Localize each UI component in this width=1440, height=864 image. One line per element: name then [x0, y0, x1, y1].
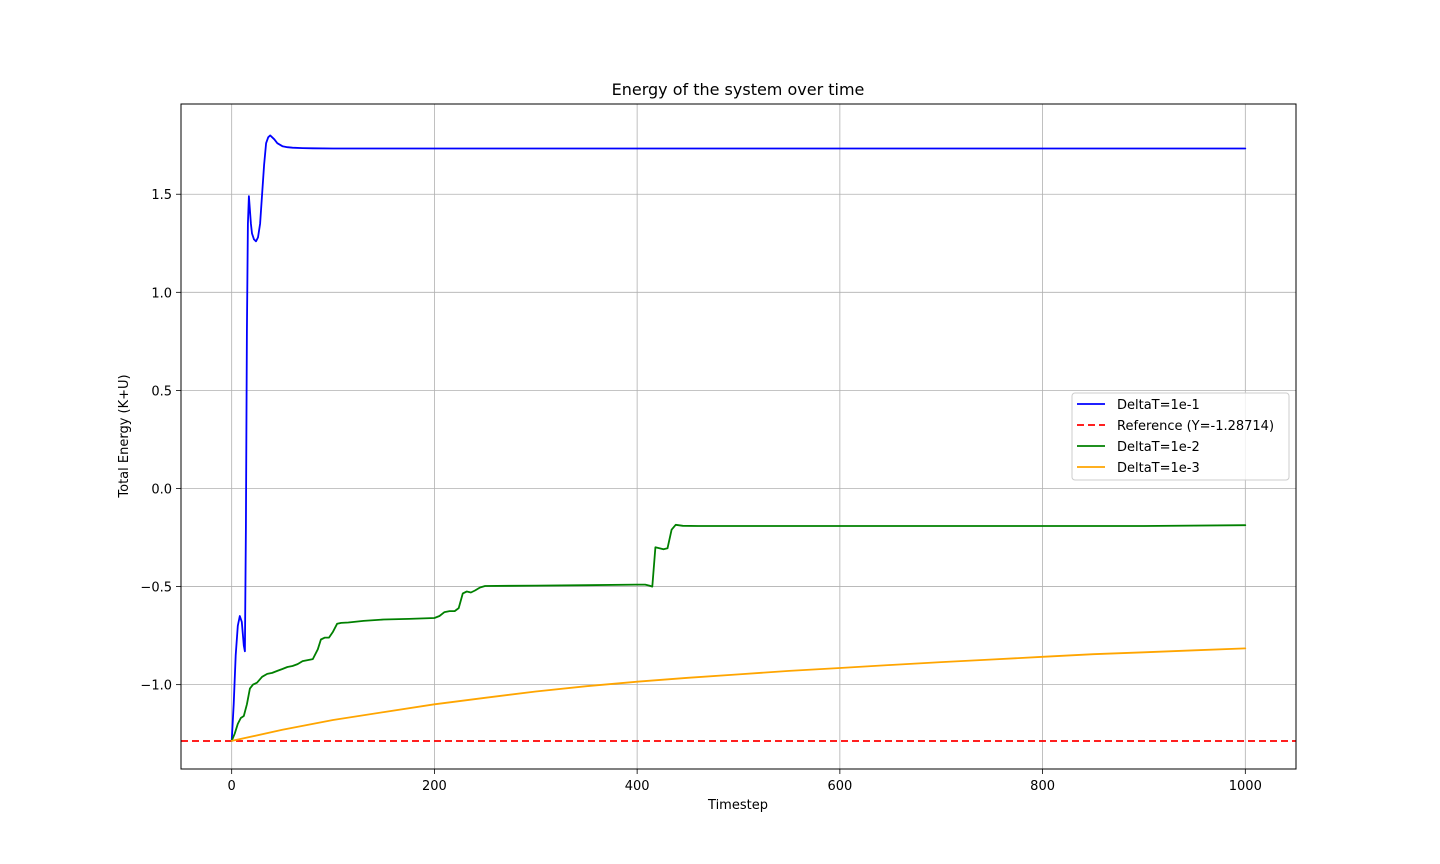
x-tick-label: 800 [1030, 779, 1055, 794]
plot-frame [180, 103, 1297, 770]
legend-box [1071, 392, 1290, 481]
y-tick-label: −1.0 [140, 679, 172, 694]
x-tick-label: 200 [422, 779, 447, 794]
legend-label-2: Reference (Y=-1.28714) [1117, 419, 1274, 434]
x-tick-label: 1000 [1229, 779, 1262, 794]
grid-lines [181, 104, 1296, 769]
series-line-1 [230, 134, 1247, 742]
series-line-3 [230, 523, 1247, 742]
legend: DeltaT=1e-1 Reference (Y=-1.28714) DeltaT=… [1071, 392, 1290, 481]
chart-title: Energy of the system over time [612, 80, 865, 99]
y-axis-label: Total Energy (K+U) [117, 374, 132, 498]
y-tick-label: 1.5 [151, 188, 172, 203]
x-tick-label: 400 [625, 779, 650, 794]
x-tick-label: 600 [827, 779, 852, 794]
y-tick-label: −0.5 [140, 581, 172, 596]
legend-label-1: DeltaT=1e-1 [1117, 398, 1200, 413]
y-axis-ticks: −1.0 −0.5 0.0 0.5 1.0 1.5 [140, 188, 181, 694]
y-tick-label: 1.0 [151, 286, 172, 301]
x-tick-label: 0 [228, 779, 236, 794]
legend-label-3: DeltaT=1e-2 [1117, 440, 1200, 455]
x-axis-ticks: 0 200 400 600 800 1000 [228, 769, 1262, 794]
series-line-4 [230, 647, 1247, 742]
plot-area [181, 134, 1296, 742]
series-lines [181, 134, 1296, 742]
legend-label-4: DeltaT=1e-3 [1117, 461, 1200, 476]
y-tick-label: 0.5 [151, 384, 172, 399]
y-tick-label: 0.0 [151, 482, 172, 497]
x-axis-label: Timestep [707, 798, 768, 813]
